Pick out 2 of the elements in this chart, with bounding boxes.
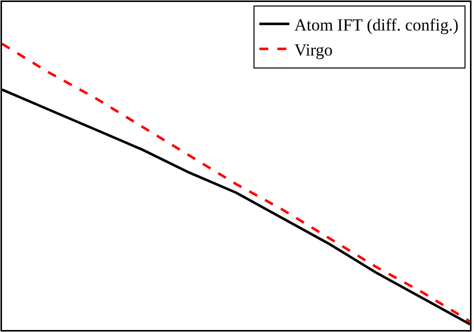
legend-label: Atom IFT (diff. config.) (294, 15, 458, 34)
legend-label: Virgo (294, 40, 333, 60)
